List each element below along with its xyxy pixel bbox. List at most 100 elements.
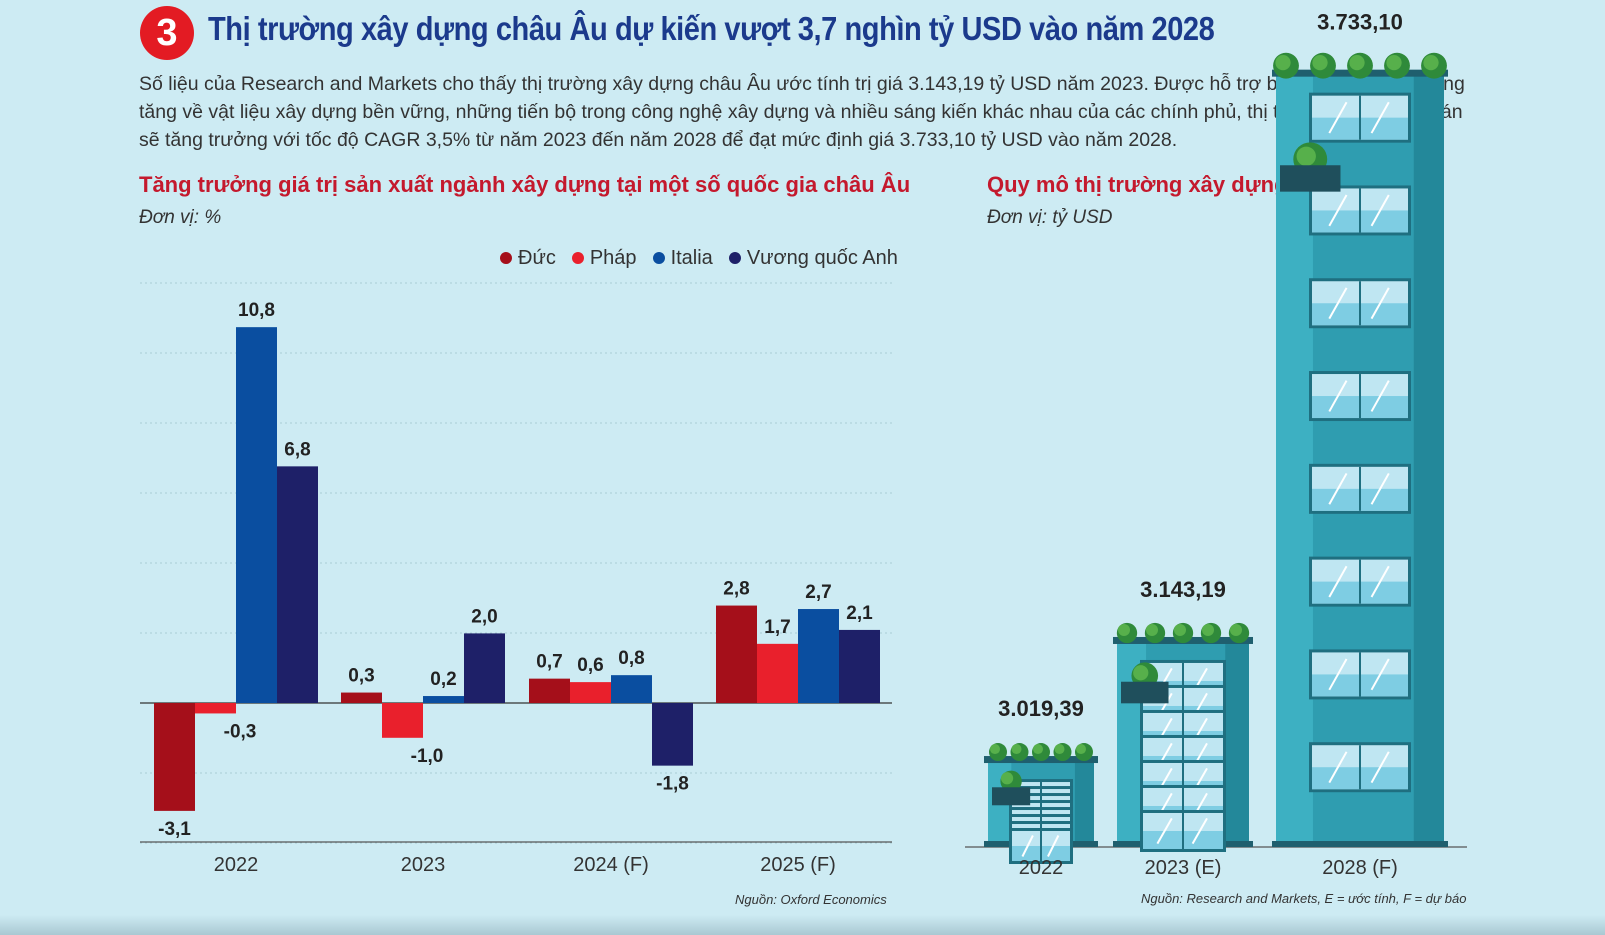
roof-bush bbox=[1116, 622, 1138, 644]
window-glare bbox=[1021, 828, 1034, 850]
window-glare bbox=[1047, 807, 1060, 829]
legend-swatch bbox=[728, 252, 741, 264]
window-glare bbox=[1021, 821, 1034, 843]
window-frame bbox=[1140, 684, 1226, 727]
x-tick-label: 2023 bbox=[401, 854, 446, 876]
window bbox=[1012, 817, 1070, 848]
window-lower bbox=[1012, 818, 1070, 834]
window-glare bbox=[1047, 793, 1060, 815]
x-tick-label: 2028 (F) bbox=[1322, 857, 1398, 879]
window-frame bbox=[1309, 463, 1411, 514]
data-label: 3.019,39 bbox=[998, 696, 1084, 721]
balcony-plant bbox=[1000, 770, 1022, 792]
window-frame bbox=[1009, 807, 1073, 844]
window-glare bbox=[1191, 767, 1208, 795]
window bbox=[1312, 652, 1408, 697]
legend-item-italia: Italia bbox=[652, 247, 713, 270]
legend-item-uk: Vương quốc Anh bbox=[728, 247, 898, 270]
window-lower bbox=[1312, 581, 1408, 604]
building-shade bbox=[1413, 73, 1444, 846]
bar-0-1 bbox=[195, 703, 236, 714]
window-glare bbox=[1047, 814, 1060, 836]
window-glare bbox=[1191, 742, 1208, 770]
data-label: 10,8 bbox=[238, 300, 275, 321]
bar-1-2 bbox=[423, 696, 464, 703]
roof-bush-highlight bbox=[1033, 744, 1043, 755]
window-frame bbox=[1009, 814, 1073, 851]
window-glare bbox=[1021, 835, 1034, 857]
window-frame bbox=[1140, 809, 1226, 852]
window-frame bbox=[1309, 278, 1411, 329]
data-label: -3,1 bbox=[158, 819, 191, 840]
window-glare bbox=[1370, 287, 1390, 320]
window-frame bbox=[1140, 659, 1226, 702]
window-glare bbox=[1047, 800, 1060, 822]
window-frame bbox=[1009, 828, 1073, 865]
roof-bush-highlight bbox=[1275, 55, 1291, 71]
window-lower bbox=[1143, 730, 1223, 749]
legend-swatch bbox=[571, 252, 584, 264]
window-glare bbox=[1191, 692, 1208, 720]
legend-swatch bbox=[500, 252, 512, 264]
data-label: 6,8 bbox=[284, 439, 310, 460]
data-label: 2,1 bbox=[846, 603, 873, 624]
window-glare bbox=[1047, 821, 1060, 843]
window-lower bbox=[1012, 811, 1070, 827]
building-shade bbox=[1074, 760, 1094, 846]
window-lower bbox=[1312, 488, 1408, 511]
window-glare bbox=[1047, 786, 1060, 808]
window bbox=[1012, 831, 1070, 862]
window bbox=[1143, 812, 1223, 849]
window-lower bbox=[1312, 303, 1408, 326]
window-glare bbox=[1370, 565, 1390, 598]
balcony bbox=[1121, 681, 1169, 704]
bar-1-1 bbox=[382, 703, 423, 738]
window-frame bbox=[1309, 649, 1411, 700]
bar-3-0 bbox=[716, 605, 757, 703]
window-glare bbox=[1156, 742, 1173, 770]
bar-1-3 bbox=[464, 633, 505, 703]
bar-0-3 bbox=[277, 466, 318, 703]
window-lower bbox=[1143, 805, 1223, 824]
window-glare bbox=[1370, 658, 1390, 691]
window-frame bbox=[1009, 779, 1073, 816]
right-chart-unit: Đơn vị: tỷ USD bbox=[987, 207, 1113, 228]
data-label: 2,8 bbox=[723, 579, 749, 600]
window bbox=[1012, 782, 1070, 813]
data-label: 0,2 bbox=[430, 669, 456, 690]
data-label: -0,3 bbox=[224, 721, 257, 742]
building-body bbox=[988, 760, 1094, 846]
window-lower bbox=[1012, 832, 1070, 848]
window-frame bbox=[1140, 784, 1226, 827]
window-lower bbox=[1012, 846, 1070, 862]
right-chart-source: Nguồn: Research and Markets, E = ước tín… bbox=[1141, 891, 1467, 906]
building-shade bbox=[1225, 640, 1249, 846]
roof-bush-highlight bbox=[990, 744, 1000, 755]
roof-bush bbox=[1228, 622, 1250, 644]
window bbox=[1143, 712, 1223, 749]
window bbox=[1012, 789, 1070, 820]
roof-bush bbox=[1053, 743, 1072, 762]
left-chart-source: Nguồn: Oxford Economics bbox=[735, 892, 887, 907]
window bbox=[1312, 281, 1408, 326]
bar-3-1 bbox=[757, 643, 798, 703]
window-glare bbox=[1021, 814, 1034, 836]
roof-bush-highlight bbox=[1118, 623, 1130, 636]
window bbox=[1012, 803, 1070, 834]
window-glare bbox=[1191, 717, 1208, 745]
building-1 bbox=[1113, 622, 1253, 852]
data-label: 0,6 bbox=[577, 655, 603, 676]
window-lower bbox=[1143, 830, 1223, 849]
window-lower bbox=[1012, 825, 1070, 841]
legend-item-phap: Pháp bbox=[571, 247, 637, 270]
roof-bush-highlight bbox=[1386, 55, 1402, 71]
window-lower bbox=[1312, 674, 1408, 697]
bar-2-1 bbox=[570, 682, 611, 703]
window-glare bbox=[1370, 472, 1390, 505]
bar-2-0 bbox=[529, 678, 570, 703]
data-label: 2,7 bbox=[805, 582, 831, 603]
roof-bush-highlight bbox=[1076, 744, 1086, 755]
window bbox=[1143, 762, 1223, 799]
window-glare bbox=[1047, 828, 1060, 850]
